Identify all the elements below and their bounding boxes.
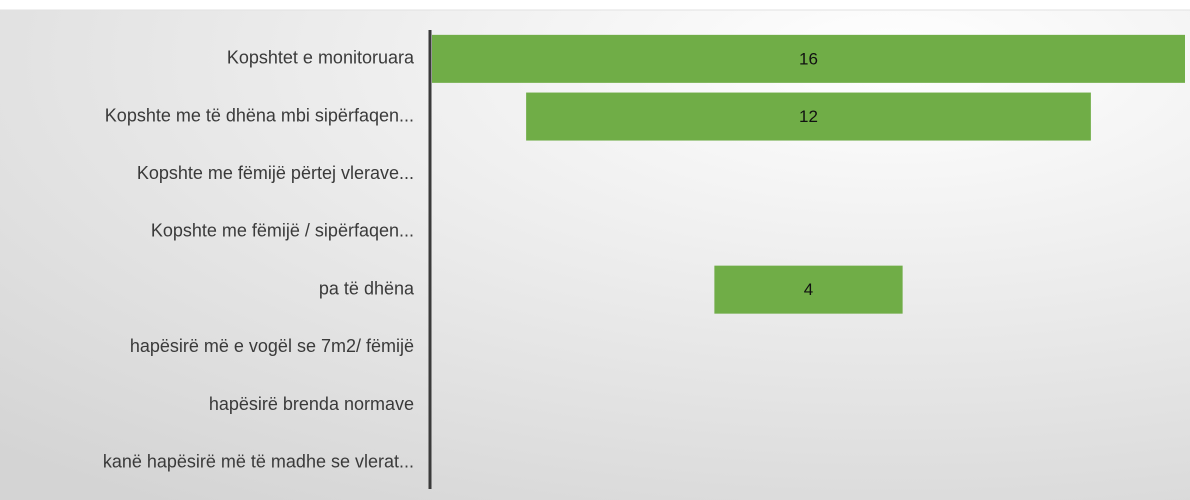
category-label: kanë hapësirë më të madhe se vlerat... <box>103 452 414 472</box>
category-label: Kopshte me të dhëna mbi sipërfaqen... <box>105 105 414 125</box>
category-label: pa të dhëna <box>319 278 415 298</box>
bar <box>526 92 1091 141</box>
value-label: 12 <box>799 107 818 126</box>
value-label: 16 <box>799 49 818 68</box>
bar <box>432 34 1185 83</box>
category-label: Kopshte me fëmijë / sipërfaqen... <box>151 221 414 241</box>
bar <box>714 265 903 314</box>
category-label: Kopshtet e monitoruara <box>227 48 415 68</box>
category-label: hapësirë më e vogël se 7m2/ fëmijë <box>130 336 414 356</box>
value-label: 4 <box>804 280 813 299</box>
category-label: hapësirë brenda normave <box>209 394 414 414</box>
plot-background <box>0 10 1190 500</box>
category-label: Kopshte me fëmijë përtej vlerave... <box>137 163 414 183</box>
